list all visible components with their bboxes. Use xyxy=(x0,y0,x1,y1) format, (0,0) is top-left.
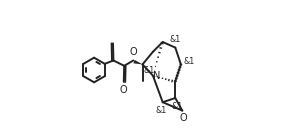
Text: O: O xyxy=(180,113,187,123)
Text: &1: &1 xyxy=(144,66,155,75)
Text: &1: &1 xyxy=(184,57,195,66)
Text: &1: &1 xyxy=(171,102,183,111)
Text: O: O xyxy=(120,85,128,95)
Polygon shape xyxy=(133,60,142,64)
Text: &1: &1 xyxy=(156,106,167,115)
Text: &1: &1 xyxy=(169,35,180,44)
Text: N: N xyxy=(153,71,160,81)
Text: O: O xyxy=(130,47,137,57)
